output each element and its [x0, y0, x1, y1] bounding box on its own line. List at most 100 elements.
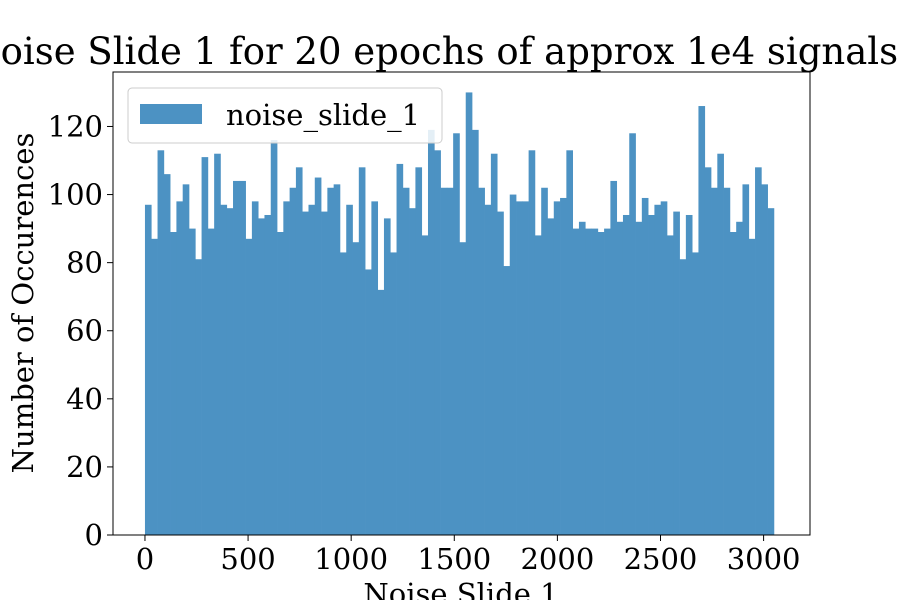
histogram-bar: [484, 204, 492, 535]
histogram-bar: [421, 235, 429, 535]
plot-frame: [112, 71, 811, 536]
histogram-bar: [258, 218, 265, 535]
histogram-bar: [427, 129, 435, 536]
y-tick-label: 120: [48, 109, 103, 143]
histogram-bar: [283, 201, 290, 535]
chart-title: Noise Slide 1 for 20 epochs of approx 1e…: [0, 30, 900, 73]
y-tick-label: 100: [48, 178, 103, 212]
histogram-bar: [321, 211, 328, 535]
histogram-bar: [264, 214, 272, 536]
x-tick-label: 2500: [624, 542, 698, 576]
histogram-bar: [383, 218, 391, 535]
legend: noise_slide_1: [127, 87, 443, 144]
axes-group: 0 500 1000 1500 2000 2500 3000 0 20 40 60 80 100 120: [48, 71, 811, 576]
histogram-bar: [666, 235, 674, 535]
histogram-bar: [629, 133, 636, 535]
histogram-bar: [163, 174, 171, 535]
histogram-bar: [251, 201, 259, 535]
histogram-bar: [201, 157, 209, 536]
histogram-bar: [698, 106, 706, 535]
histogram-bar: [610, 180, 618, 535]
histogram-bar: [302, 211, 309, 535]
x-tick-label: 2000: [520, 542, 594, 576]
x-tick-label: 500: [220, 542, 275, 576]
histogram-bar: [144, 204, 152, 535]
histogram-bar: [742, 184, 750, 535]
y-axis-label: Number of Occurences: [6, 133, 40, 474]
histogram-bar: [528, 150, 536, 536]
histogram-bar: [497, 211, 504, 535]
histogram-bar: [151, 238, 158, 535]
histogram-bar: [648, 214, 655, 536]
y-tick-label: 60: [66, 314, 103, 348]
legend-label: noise_slide_1: [226, 98, 420, 133]
histogram-bar: [352, 242, 360, 535]
histogram-bar: [604, 228, 611, 535]
histogram-bar: [182, 184, 190, 535]
histogram-bar: [748, 238, 756, 535]
histogram-bar: [157, 150, 165, 536]
histogram-bar: [597, 232, 605, 535]
histogram-bar: [761, 184, 768, 535]
histogram-bar: [365, 269, 372, 535]
histogram-bar: [553, 201, 561, 535]
histogram-bar: [503, 266, 511, 535]
histogram-bar: [333, 184, 341, 535]
histogram-bar: [233, 180, 240, 535]
histogram-bar: [390, 252, 397, 535]
histogram-bar: [339, 252, 347, 535]
histogram-bar: [641, 197, 649, 535]
histogram-bar: [616, 221, 624, 536]
histogram-bar: [170, 232, 177, 535]
histogram-bar: [566, 150, 573, 536]
histogram-bar: [560, 197, 567, 535]
histogram-bar: [440, 187, 448, 535]
histogram-bar: [239, 180, 246, 535]
histogram-bar: [245, 238, 253, 535]
histogram-bar: [358, 167, 366, 535]
histogram-bar: [685, 214, 693, 536]
histogram-bar: [327, 187, 334, 535]
histogram-bar: [371, 201, 379, 535]
histogram-bar: [711, 187, 718, 535]
histogram-bar: [692, 252, 699, 535]
histogram-bar: [446, 187, 454, 535]
histogram-bar: [207, 228, 215, 535]
histogram-bar: [277, 232, 284, 535]
x-axis-label: Noise Slide 1: [363, 577, 558, 600]
histogram-bar: [289, 187, 297, 535]
histogram-bar: [490, 153, 498, 535]
histogram-bar: [472, 129, 479, 536]
y-tick-label: 80: [66, 246, 103, 280]
histogram-bar: [660, 201, 668, 535]
histogram-bar: [176, 201, 184, 535]
legend-swatch: [140, 104, 202, 124]
histogram-bar: [704, 167, 712, 535]
histogram-bar: [214, 153, 221, 535]
histogram-bar: [409, 208, 416, 535]
histogram-bar: [534, 235, 542, 535]
histogram-bar: [434, 150, 441, 536]
histogram-bar: [195, 259, 202, 535]
histogram-bar: [459, 242, 467, 535]
histogram-bar: [591, 228, 599, 535]
x-tick-label: 1500: [417, 542, 491, 576]
y-tick-label: 20: [66, 450, 103, 484]
histogram-bar: [295, 167, 303, 535]
histogram-bar: [226, 208, 234, 535]
histogram-bar: [635, 221, 643, 536]
histogram-bar: [509, 194, 517, 535]
histogram-bar: [465, 92, 473, 536]
histogram-bar: [415, 167, 423, 535]
histogram-bar: [767, 208, 775, 535]
y-tick-label: 0: [85, 518, 103, 552]
histogram-bar: [377, 289, 385, 535]
histogram-bar: [541, 187, 548, 535]
histogram-bar: [314, 177, 322, 536]
histogram-bar: [547, 218, 555, 535]
histogram-bar: [478, 187, 485, 535]
histogram-bar: [453, 133, 460, 535]
histogram-bar: [729, 232, 737, 535]
histogram-bar: [346, 204, 353, 535]
x-tick-label: 1000: [314, 542, 388, 576]
